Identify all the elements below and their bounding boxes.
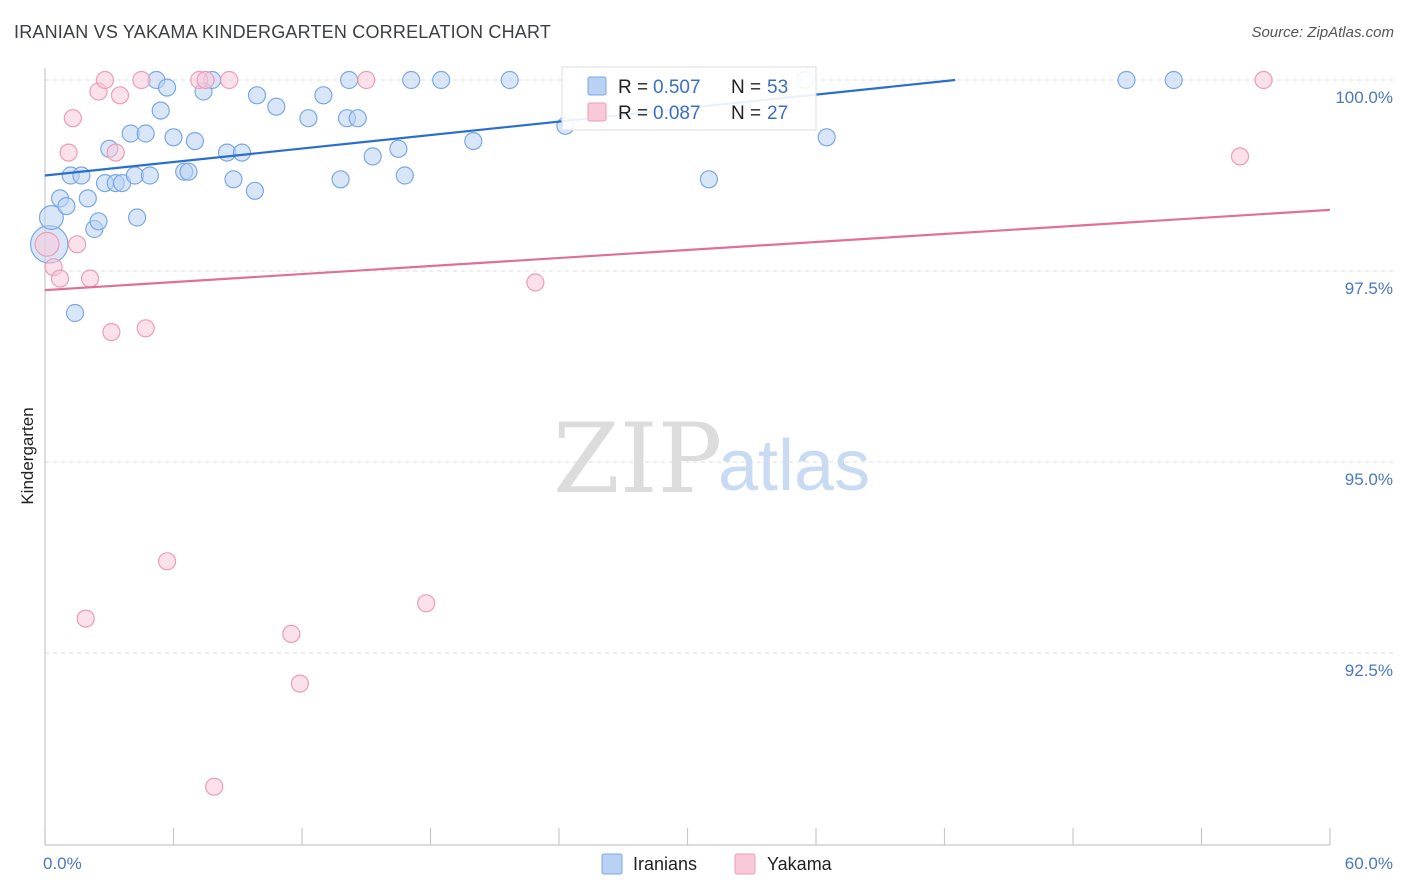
point-iranians (348, 109, 367, 128)
point-iranians (331, 170, 350, 189)
point-yakama (220, 70, 239, 90)
point-yakama (196, 70, 215, 90)
point-iranians (464, 132, 483, 151)
point-yakama (1230, 147, 1250, 166)
point-iranians (151, 101, 170, 120)
y-axis-title: Kindergarten (18, 407, 37, 504)
trend-line-iranians (44, 78, 956, 177)
chart-title: IRANIAN VS YAKAMA KINDERGARTEN CORRELATI… (14, 22, 552, 42)
point-yakama (67, 235, 87, 254)
point-iranians (232, 143, 252, 162)
point-iranians (432, 70, 451, 90)
point-iranians (140, 166, 159, 185)
point-yakama (106, 143, 125, 162)
point-iranians (128, 208, 147, 227)
point-iranians (158, 78, 177, 97)
bottom-legend-swatch-iranians (601, 853, 623, 875)
point-yakama (1254, 70, 1273, 90)
point-yakama (34, 231, 60, 257)
point-iranians (65, 303, 85, 323)
legend-r-label-2: R = (618, 103, 648, 124)
point-yakama (132, 70, 151, 90)
point-iranians (389, 139, 408, 158)
point-iranians (817, 128, 836, 147)
point-iranians (699, 170, 719, 189)
point-yakama (76, 609, 95, 628)
point-yakama (50, 269, 70, 288)
watermark-atlas: atlas (718, 426, 870, 506)
point-yakama (95, 70, 115, 90)
x-tick-label-min: 0.0% (43, 854, 82, 873)
bottom-legend-swatch-yakama (734, 853, 756, 875)
point-iranians (395, 166, 414, 185)
x-axis-ticks (44, 828, 1331, 845)
point-yakama (526, 273, 545, 292)
point-iranians (340, 70, 359, 90)
data-points (29, 70, 1273, 796)
point-iranians (500, 70, 519, 90)
point-iranians (363, 147, 382, 166)
legend-r-label-1: R = (618, 77, 648, 98)
point-yakama (158, 552, 177, 571)
legend-n-label-2: N = (731, 103, 761, 124)
bottom-legend: Iranians Yakama (601, 853, 833, 875)
point-iranians (185, 132, 204, 151)
point-yakama (59, 143, 78, 162)
point-iranians (224, 170, 243, 189)
point-iranians (72, 166, 91, 185)
point-yakama (282, 624, 301, 644)
point-yakama (417, 594, 436, 613)
y-tick-label: 97.5% (1345, 279, 1393, 298)
trend-line-yakama (44, 208, 1331, 292)
y-tick-labels: 100.0% 97.5% 95.0% 92.5% (1335, 88, 1393, 680)
point-yakama (205, 777, 224, 796)
legend-n-value-1: 53 (767, 77, 788, 98)
y-tick-label: 100.0% (1335, 88, 1393, 107)
point-yakama (63, 109, 82, 128)
point-iranians (267, 97, 286, 116)
bottom-legend-label-yakama: Yakama (767, 854, 833, 874)
point-yakama (357, 70, 376, 90)
legend-r-value-2: 0.087 (653, 103, 701, 124)
y-tick-label: 92.5% (1345, 661, 1393, 680)
point-iranians (57, 197, 76, 216)
bottom-legend-label-iranians: Iranians (633, 854, 697, 874)
point-iranians (179, 162, 198, 181)
source-label: Source: ZipAtlas.com (1251, 24, 1394, 41)
point-iranians (1117, 70, 1136, 90)
point-iranians (38, 205, 64, 231)
point-iranians (402, 70, 421, 90)
legend-n-value-2: 27 (767, 103, 788, 124)
point-yakama (102, 323, 121, 342)
point-iranians (136, 124, 155, 143)
gridlines (45, 79, 1395, 654)
watermark-zip: ZIP (553, 403, 722, 515)
legend-swatch-iranians (587, 76, 607, 96)
point-yakama (110, 86, 130, 105)
legend: R = 0.507 N = 53 R = 0.087 N = 27 (561, 66, 817, 131)
legend-r-value-1: 0.507 (653, 77, 701, 98)
point-iranians (78, 189, 97, 208)
point-iranians (247, 86, 267, 105)
point-iranians (314, 86, 333, 105)
point-iranians (1164, 70, 1183, 90)
point-iranians (245, 181, 264, 200)
point-yakama (80, 269, 100, 288)
point-iranians (299, 109, 318, 128)
point-iranians (164, 128, 183, 147)
point-yakama (290, 674, 309, 693)
legend-n-label-1: N = (731, 77, 761, 98)
x-tick-label-max: 60.0% (1345, 854, 1393, 873)
point-yakama (136, 319, 155, 338)
point-iranians (89, 212, 108, 231)
y-tick-label: 95.0% (1345, 470, 1393, 489)
legend-swatch-yakama (587, 102, 607, 122)
